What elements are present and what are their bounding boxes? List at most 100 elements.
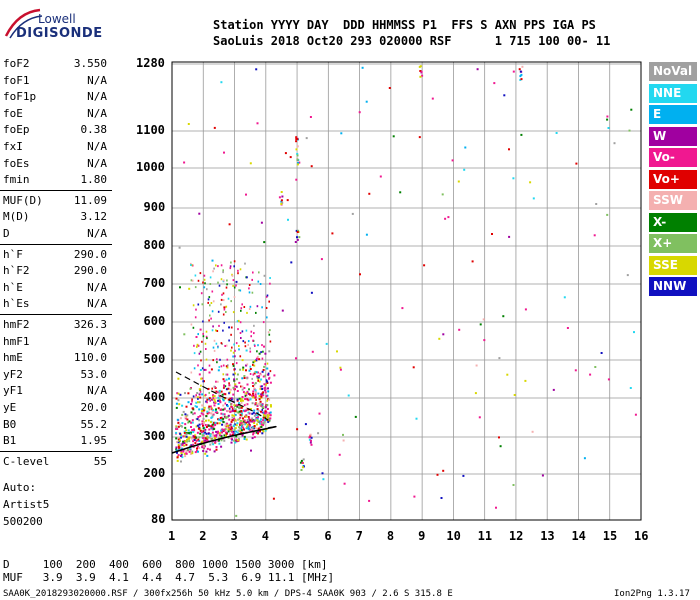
y-tick-label: 700 <box>143 276 166 290</box>
echo-point <box>251 377 253 380</box>
trace-fit-curve <box>171 425 277 454</box>
param-row: yE 20.0 <box>3 400 107 416</box>
echo-point <box>185 440 188 443</box>
echo-point <box>471 260 474 263</box>
echo-point <box>240 307 243 310</box>
echo-point <box>338 453 341 456</box>
param-row: foE N/A <box>3 106 107 122</box>
echo-point <box>563 296 566 299</box>
echo-point <box>240 401 243 404</box>
param-value: N/A <box>87 90 107 104</box>
echo-point <box>200 359 202 362</box>
echo-point <box>262 416 265 419</box>
param-name: foF2 <box>3 57 30 70</box>
echo-point <box>231 414 234 417</box>
echo-point <box>207 298 210 301</box>
echo-point <box>263 420 266 423</box>
echo-point <box>185 443 188 446</box>
echo-point <box>210 425 213 428</box>
echo-point <box>196 424 199 427</box>
echo-point <box>177 441 180 444</box>
echo-point <box>238 381 241 384</box>
echo-point <box>392 135 395 138</box>
echo-point <box>208 364 211 367</box>
echo-point <box>232 284 234 287</box>
echo-point <box>211 431 214 434</box>
echo-point <box>524 379 527 382</box>
echo-point <box>232 425 235 427</box>
echo-point <box>361 66 364 69</box>
echo-point <box>221 428 224 431</box>
echo-point <box>541 474 544 477</box>
echo-point <box>257 378 260 381</box>
echo-point <box>224 393 227 396</box>
echo-point <box>218 389 221 392</box>
echo-point <box>238 319 240 322</box>
echo-point <box>246 423 249 426</box>
echo-point <box>210 368 213 371</box>
echo-point <box>266 380 269 383</box>
echo-point <box>256 420 259 423</box>
echo-point <box>227 297 230 300</box>
param-row: D N/A <box>3 226 107 242</box>
echo-point <box>229 423 232 426</box>
logo-lowell: Lowell <box>38 12 76 26</box>
echo-point <box>252 433 255 436</box>
echo-point <box>184 455 187 458</box>
echo-point <box>180 450 183 453</box>
echo-point <box>228 326 231 329</box>
echo-point <box>209 304 211 307</box>
echo-point <box>190 421 193 424</box>
echo-point <box>213 395 216 397</box>
param-name: hmF2 <box>3 318 30 331</box>
echo-point <box>252 373 255 376</box>
echo-point <box>251 426 254 429</box>
echo-point <box>255 398 257 401</box>
echo-point <box>301 461 304 464</box>
echo-point <box>189 450 192 453</box>
echo-point <box>266 404 269 406</box>
echo-point <box>219 358 221 361</box>
echo-point <box>230 437 233 440</box>
echo-point <box>263 383 266 386</box>
echo-point <box>211 290 214 293</box>
echo-point <box>250 449 252 452</box>
echo-point <box>199 432 202 435</box>
echo-point <box>222 421 225 423</box>
echo-point <box>215 380 217 383</box>
echo-point <box>233 417 236 420</box>
echo-point <box>184 440 187 443</box>
echo-point <box>419 75 422 78</box>
echo-point <box>256 418 259 421</box>
echo-point <box>295 136 298 139</box>
echo-point <box>261 370 264 373</box>
echo-point <box>225 344 228 347</box>
echo-point <box>198 426 201 429</box>
echo-point <box>259 400 262 403</box>
echo-point <box>415 417 418 420</box>
echo-point <box>236 385 238 388</box>
echo-point <box>241 303 243 306</box>
echo-point <box>241 434 244 437</box>
echo-point <box>257 430 260 433</box>
echo-point <box>205 450 208 453</box>
param-name: yF1 <box>3 384 23 398</box>
echo-point <box>252 385 255 387</box>
echo-point <box>180 453 183 456</box>
echo-point <box>206 436 209 439</box>
echo-point <box>217 396 220 399</box>
echo-point <box>234 349 236 352</box>
echo-point <box>226 424 229 427</box>
plot-frame <box>171 61 642 521</box>
echo-point <box>233 428 236 431</box>
echo-point <box>310 443 313 446</box>
echo-point <box>215 397 218 400</box>
echo-point <box>233 397 236 400</box>
echo-point <box>519 75 522 78</box>
echo-point <box>223 380 226 383</box>
echo-point <box>220 298 223 301</box>
echo-point <box>251 427 254 430</box>
y-tick-label: 80 <box>151 512 166 526</box>
echo-point <box>223 429 226 431</box>
echo-point <box>218 284 221 287</box>
